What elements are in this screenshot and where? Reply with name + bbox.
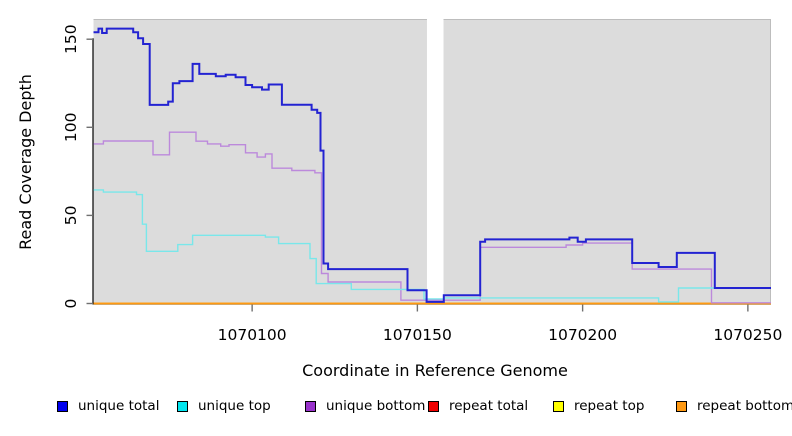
legend-swatch-repeat-top <box>553 400 564 412</box>
legend-item-unique-bottom: unique bottom <box>305 396 425 416</box>
legend-item-repeat-top: repeat top <box>553 396 644 416</box>
coverage-gap-band <box>426 19 444 305</box>
y-axis-title: Read Coverage Depth <box>16 74 35 250</box>
legend-label: repeat top <box>574 398 645 414</box>
legend: unique total unique top unique bottom repea… <box>0 396 792 418</box>
legend-swatch-repeat-total <box>428 400 439 412</box>
x-tick-label: 1070200 <box>548 326 617 344</box>
legend-label: unique top <box>198 398 271 414</box>
x-tick-label: 1070250 <box>713 326 782 344</box>
y-tick-label: 50 <box>62 206 80 226</box>
legend-swatch-unique-total <box>57 400 68 412</box>
plot-layers: 1070100 1070150 1070200 1070250 0 50 100 150 <box>62 19 782 344</box>
legend-item-repeat-total: repeat total <box>428 396 528 416</box>
legend-swatch-unique-bottom <box>305 400 316 412</box>
y-tick-label: 0 <box>62 299 80 309</box>
panel-border <box>93 19 771 305</box>
y-tick-label: 100 <box>62 113 80 143</box>
legend-label: repeat bottom <box>697 398 792 414</box>
series-unique-total <box>93 27 771 303</box>
legend-label: unique total <box>78 398 160 414</box>
legend-swatch-repeat-bottom <box>676 400 687 412</box>
legend-label: repeat total <box>449 398 529 414</box>
legend-swatch-unique-top <box>177 400 188 412</box>
x-tick-label: 1070100 <box>218 326 287 344</box>
y-tick-label: 150 <box>62 24 80 54</box>
series-unique-bottom <box>93 131 771 304</box>
legend-item-repeat-bottom: repeat bottom <box>676 396 792 416</box>
legend-item-unique-total: unique total <box>57 396 159 416</box>
legend-label: unique bottom <box>326 398 426 414</box>
x-tick-label: 1070150 <box>383 326 452 344</box>
legend-item-unique-top: unique top <box>177 396 271 416</box>
x-axis-title: Coordinate in Reference Genome <box>302 361 568 380</box>
